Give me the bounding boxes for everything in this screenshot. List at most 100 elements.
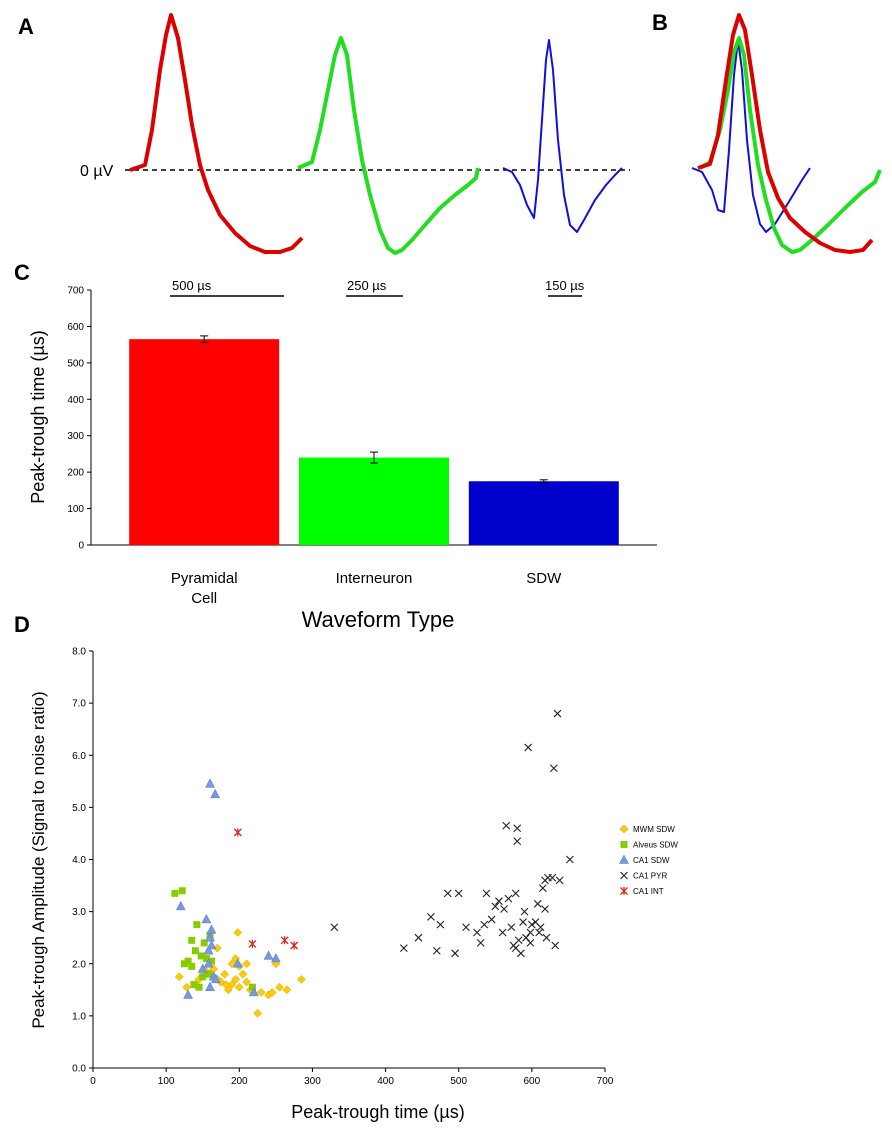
data-point <box>473 928 481 937</box>
y-tick-label: 700 <box>67 286 84 297</box>
data-point <box>526 939 535 947</box>
data-point <box>238 969 248 979</box>
bar-chart: 500 µs 250 µs 150 µs Peak-trough time (µ… <box>28 278 657 632</box>
y-tick-label: 200 <box>67 468 84 479</box>
data-point <box>500 905 508 913</box>
data-point <box>183 989 194 999</box>
y-tick-label: 0.0 <box>72 1064 86 1075</box>
y-tick-label: 7.0 <box>72 699 86 710</box>
data-point <box>282 985 292 995</box>
data-point <box>513 837 522 846</box>
data-point <box>511 944 520 953</box>
data-point <box>524 743 533 752</box>
x-tick-label: 700 <box>597 1076 614 1087</box>
series-alveus-sdw <box>171 887 256 991</box>
data-point <box>555 876 564 885</box>
series-ca1-pyr <box>330 709 574 958</box>
category-label: Pyramidal <box>171 570 238 587</box>
x-tick-label: 600 <box>524 1076 541 1087</box>
data-point <box>248 939 257 948</box>
data-point <box>205 970 213 978</box>
legend-marker <box>619 854 629 864</box>
data-point <box>267 988 277 997</box>
data-point <box>542 933 551 942</box>
sdw-waveform <box>502 39 623 233</box>
data-point <box>538 884 547 893</box>
data-point <box>520 907 529 916</box>
data-point <box>504 894 513 903</box>
data-point <box>495 897 503 906</box>
y-tick-label: 2.0 <box>72 959 86 970</box>
data-point <box>233 828 242 837</box>
data-point <box>427 912 435 921</box>
interneuron-waveform <box>297 36 480 255</box>
y-tick-label: 5.0 <box>72 803 86 814</box>
legend-label: CA1 PYR <box>633 872 667 881</box>
category-label: Cell <box>191 590 217 607</box>
y-tick-label: 1.0 <box>72 1011 86 1022</box>
data-point <box>541 905 549 913</box>
legend-marker <box>620 887 628 895</box>
scale-bar-label-pyramidal: 500 µs <box>172 278 212 293</box>
data-point <box>519 918 527 926</box>
data-point <box>253 1008 262 1018</box>
data-point <box>399 944 408 953</box>
data-point <box>436 920 445 929</box>
data-point <box>200 939 208 947</box>
data-point <box>188 962 196 970</box>
data-point <box>205 778 215 788</box>
panel-label-b: B <box>652 10 668 35</box>
data-point <box>290 941 299 950</box>
data-point <box>210 788 221 799</box>
data-point <box>533 899 542 908</box>
data-point <box>178 887 186 895</box>
data-point <box>280 936 289 945</box>
y-tick-label: 6.0 <box>72 751 86 762</box>
legend-label: CA1 INT <box>633 887 664 896</box>
y-tick-label: 3.0 <box>72 907 86 918</box>
panel-label-c: C <box>14 260 30 285</box>
scatter-chart: Peak-trough Amplitude (Signal to noise r… <box>29 647 678 1123</box>
y-axis-title: Peak-trough time (µs) <box>28 330 48 503</box>
data-point <box>480 920 489 929</box>
data-point <box>248 986 259 997</box>
y-tick-label: 600 <box>67 322 84 333</box>
data-point <box>414 933 423 942</box>
overlay-pyramidal-waveform <box>697 13 874 254</box>
data-point <box>221 980 231 989</box>
zero-microvolt-label: 0 µV <box>80 163 114 180</box>
data-point <box>462 923 470 932</box>
data-point <box>498 928 507 937</box>
series-ca1-int <box>233 828 299 950</box>
data-point <box>526 928 535 937</box>
y-tick-label: 500 <box>67 358 84 369</box>
data-point <box>180 960 188 968</box>
data-point <box>297 975 306 984</box>
data-point <box>263 950 274 960</box>
data-point <box>536 923 545 932</box>
overlay-panel-b <box>691 13 882 254</box>
data-point <box>548 873 557 882</box>
legend-marker <box>619 824 629 834</box>
category-label: Interneuron <box>336 570 413 587</box>
data-point <box>553 709 562 718</box>
data-point <box>233 928 243 937</box>
data-point <box>275 982 284 992</box>
data-point <box>197 963 208 973</box>
x-tick-label: 400 <box>377 1076 394 1087</box>
data-point <box>202 955 210 963</box>
data-point <box>210 973 221 984</box>
data-point <box>205 981 215 991</box>
data-point <box>174 972 184 982</box>
data-point <box>248 983 256 991</box>
scale-bar-label-sdw: 150 µs <box>545 278 585 293</box>
bar <box>129 339 280 545</box>
data-point <box>482 889 491 898</box>
data-point <box>197 952 205 960</box>
data-point <box>201 913 212 924</box>
data-point <box>502 821 511 830</box>
data-point <box>454 889 463 898</box>
legend-marker <box>620 841 628 848</box>
data-point <box>527 920 536 929</box>
data-point <box>171 889 179 897</box>
